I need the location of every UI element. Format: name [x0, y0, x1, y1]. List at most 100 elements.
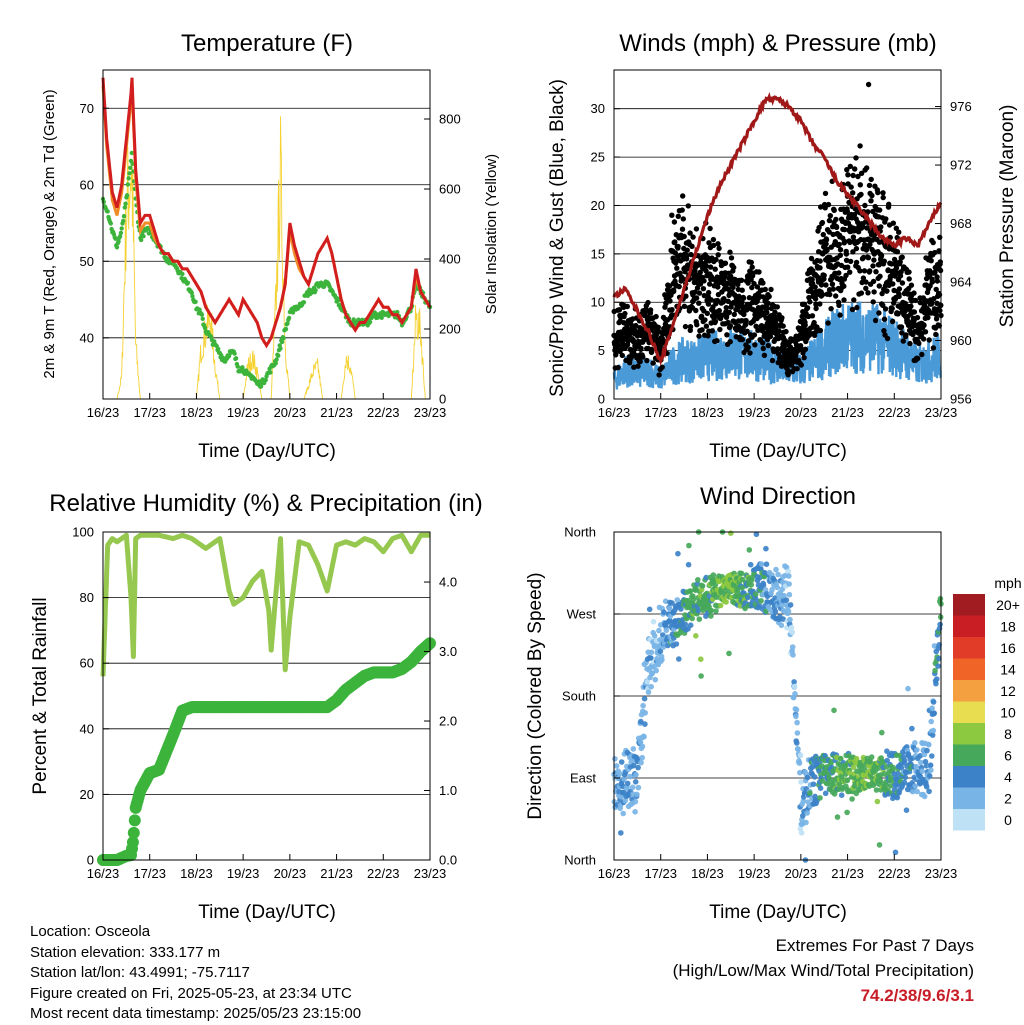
gust-point [694, 285, 701, 291]
extremes-heading: Extremes For Past 7 Days [775, 936, 974, 955]
gust-point [749, 284, 755, 291]
gust-point [890, 281, 896, 287]
direction-point [745, 594, 751, 601]
gust-point [907, 340, 913, 347]
gust-point [739, 336, 746, 343]
direction-point [753, 531, 760, 538]
gust-point [723, 305, 729, 311]
dewpoint-point [119, 226, 124, 231]
dewpoint-point [121, 218, 126, 224]
gust-point [857, 268, 863, 274]
direction-point [934, 676, 940, 682]
direction-point [787, 616, 793, 623]
gust-point [883, 216, 889, 222]
gust-point [880, 194, 886, 201]
y-tick-label: 0 [87, 853, 94, 868]
direction-point [890, 764, 896, 771]
dewpoint-point [180, 271, 185, 277]
gust-point [739, 287, 745, 293]
gust-point [931, 296, 937, 302]
direction-point [800, 813, 806, 819]
x-tick-label: 19/23 [738, 866, 771, 881]
gust-point [725, 286, 732, 292]
dewpoint-point [108, 221, 114, 226]
direction-point [758, 598, 764, 604]
gust-point [716, 307, 722, 314]
direction-point [793, 713, 799, 720]
direction-point [924, 747, 930, 754]
gust-point [809, 276, 815, 283]
y-tick-label: 40 [80, 721, 94, 736]
gust-point [906, 269, 912, 275]
gust-point [911, 290, 917, 296]
direction-point [937, 621, 943, 628]
gust-point [886, 201, 892, 207]
direction-point [710, 572, 717, 578]
gust-point [706, 240, 712, 246]
gust-point [716, 245, 722, 252]
dewpoint-point [199, 312, 205, 317]
gust-point [814, 324, 820, 330]
gust-point [769, 357, 776, 364]
gust-point [855, 173, 861, 180]
gust-point [751, 332, 758, 338]
direction-point [641, 734, 647, 740]
x-tick-label: 21/23 [831, 866, 864, 881]
humidity-title: Relative Humidity (%) & Precipitation (i… [49, 490, 482, 517]
direction-point [796, 760, 803, 766]
gust-point [818, 282, 825, 288]
direction-point [738, 570, 745, 577]
winds-panel: Winds (mph) & Pressure (mb) 16/23 17/23 18… [547, 30, 1018, 462]
direction-point [803, 819, 809, 826]
direction-point [831, 707, 837, 714]
gust-point [638, 345, 644, 351]
direction-point [921, 793, 928, 800]
extremes-values: 74.2/38/9.6/3.1 [860, 986, 974, 1005]
gust-point [681, 303, 688, 309]
direction-point [648, 655, 654, 661]
direction-point [786, 591, 793, 598]
direction-point [929, 732, 936, 738]
direction-point [810, 781, 817, 787]
direction-point [838, 755, 844, 762]
gust-point [727, 339, 733, 345]
direction-point [686, 542, 692, 549]
colorbar-label: 10 [1000, 705, 1016, 721]
rh-line [100, 532, 432, 677]
gust-point [708, 297, 714, 303]
direction-point [728, 530, 734, 536]
direction-point [930, 727, 937, 734]
gust-point [633, 322, 639, 329]
dewpoint-point [202, 325, 208, 331]
direction-panel: Wind Direction 16/23 17/23 18/23 19/23 20/23… [525, 483, 1022, 923]
gust-point [916, 340, 922, 346]
humidity-ylabel: Percent & Total Rainfall [30, 597, 51, 794]
dewpoint-point [226, 353, 232, 359]
gust-point [837, 312, 843, 318]
temperature-ticks: 16/23 17/23 18/23 19/23 20/23 21/23 22/23 23/23… [80, 101, 461, 420]
gust-point [783, 328, 789, 335]
direction-point [932, 667, 938, 674]
gust-point [894, 249, 901, 255]
x-tick-label: 20/23 [274, 405, 307, 420]
gust-point [721, 296, 727, 302]
direction-title: Wind Direction [700, 483, 856, 510]
direction-point [753, 591, 759, 597]
dewpoint-point [273, 361, 278, 366]
temperature-ylabel: 2m & 9m T (Red, Orange) & 2m Td (Green) [41, 89, 58, 378]
gust-point [679, 207, 685, 213]
gust-point [902, 308, 908, 314]
gust-point [843, 257, 850, 263]
gust-point [653, 313, 659, 320]
gust-point [932, 269, 938, 275]
direction-point [746, 547, 753, 553]
direction-point [797, 769, 803, 776]
direction-point [884, 748, 890, 754]
gust-point [819, 291, 826, 298]
direction-point [662, 598, 669, 604]
gust-point [897, 259, 903, 265]
dewpoint-point [281, 335, 286, 341]
dewpoint-point [276, 353, 281, 358]
y2-tick-label: 2.0 [439, 714, 457, 729]
